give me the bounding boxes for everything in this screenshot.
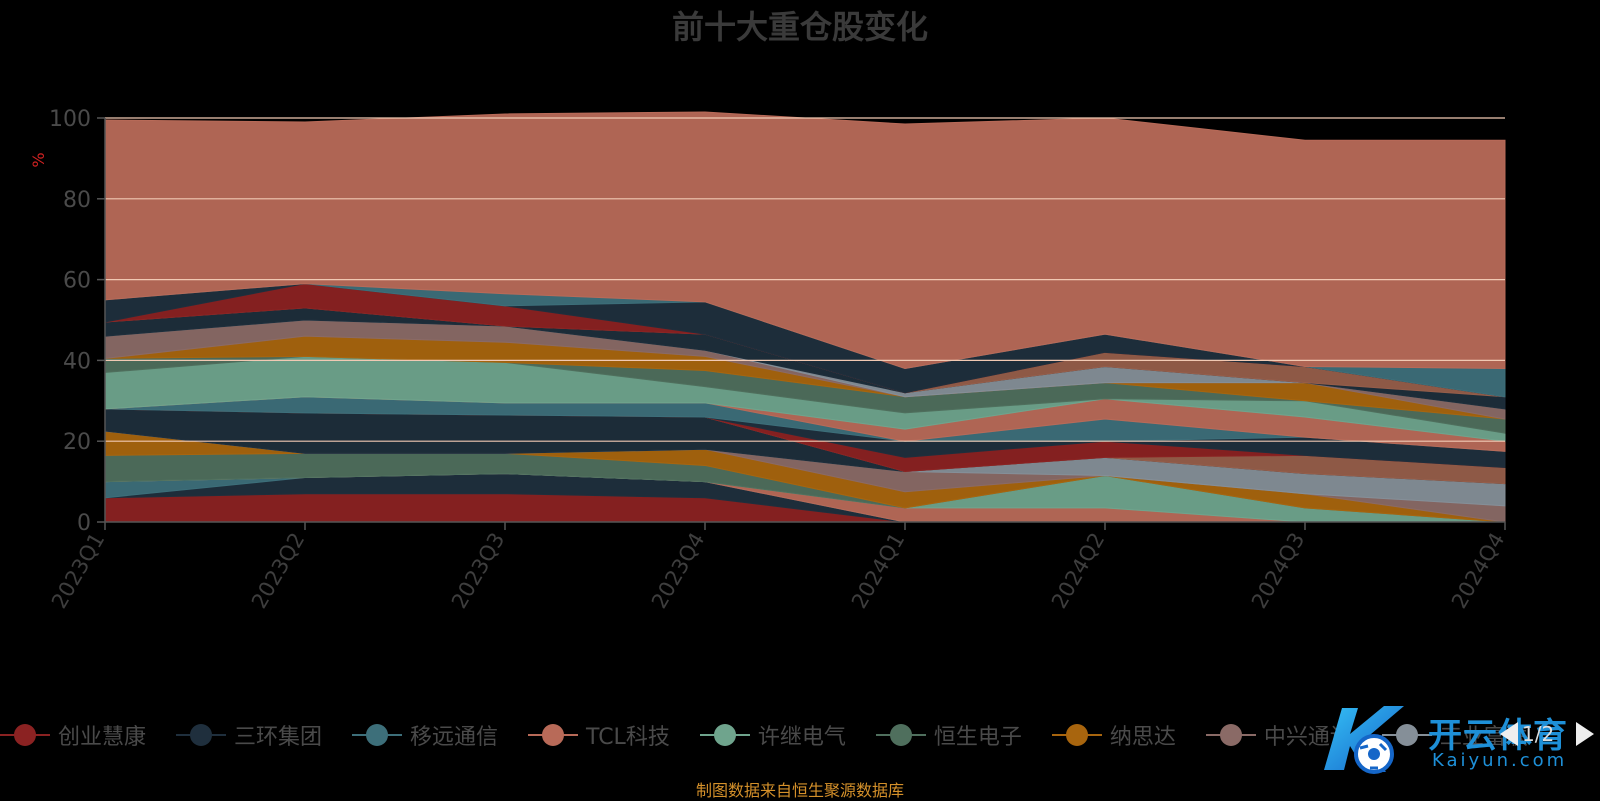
legend-marker-icon bbox=[1051, 723, 1102, 747]
watermark-subtext: Kaiyun.com bbox=[1432, 750, 1568, 771]
kaiyun-logo-icon bbox=[1324, 706, 1404, 774]
legend-item[interactable]: 创业慧康 bbox=[0, 719, 146, 751]
legend-label: 纳思达 bbox=[1109, 725, 1176, 750]
legend-label: 移远通信 bbox=[410, 725, 499, 750]
y-tick-label: 80 bbox=[63, 188, 91, 213]
legend-page-indicator: 1/2 bbox=[1522, 722, 1555, 746]
y-tick-label: 0 bbox=[77, 511, 91, 536]
legend-label: 许继电气 bbox=[757, 725, 846, 750]
legend-label: TCL科技 bbox=[586, 725, 670, 750]
legend-marker-icon bbox=[352, 723, 403, 747]
y-tick-label: 60 bbox=[63, 269, 91, 294]
legend-label: 创业慧康 bbox=[58, 725, 147, 750]
x-tick-label: 2023Q3 bbox=[447, 529, 509, 613]
x-tick-label: 2024Q4 bbox=[1447, 529, 1509, 613]
area-layers bbox=[104, 111, 1506, 523]
legend-prev-page-icon[interactable] bbox=[1500, 722, 1518, 746]
legend-next-page-icon[interactable] bbox=[1576, 722, 1594, 746]
legend-marker-icon bbox=[0, 723, 50, 747]
x-tick-label: 2024Q1 bbox=[847, 529, 909, 613]
legend-marker-icon bbox=[1205, 723, 1256, 747]
y-axis-label: % bbox=[29, 152, 48, 167]
watermark-text: 开云体育 bbox=[1428, 716, 1568, 756]
legend-item[interactable]: 三环集团 bbox=[176, 719, 322, 751]
y-tick-label: 100 bbox=[49, 107, 91, 132]
legend: 创业慧康 三环集团 移远通信 TCL科技 许继电气 恒生电子 纳思达 中兴通讯 工业富联 bbox=[0, 718, 1558, 752]
x-tick-label: 2023Q2 bbox=[247, 529, 309, 613]
y-tick-label: 40 bbox=[63, 349, 91, 374]
x-tick-label: 2023Q4 bbox=[647, 529, 709, 613]
grid-lines bbox=[105, 117, 1505, 442]
x-tick-label: 2023Q1 bbox=[47, 529, 109, 613]
legend-marker-icon bbox=[699, 723, 750, 747]
x-tick-label: 2024Q3 bbox=[1247, 529, 1309, 613]
legend-marker-icon bbox=[875, 723, 926, 747]
watermark: 开云体育 Kaiyun.com bbox=[1310, 700, 1600, 780]
legend-marker-icon bbox=[176, 723, 227, 747]
legend-item[interactable]: 许继电气 bbox=[699, 719, 846, 751]
legend-item[interactable]: TCL科技 bbox=[528, 719, 670, 751]
source-note: 制图数据来自恒生聚源数据库 bbox=[695, 781, 904, 800]
legend-label: 三环集团 bbox=[234, 725, 323, 750]
x-tick-label: 2024Q2 bbox=[1047, 529, 1109, 613]
legend-item[interactable]: 移远通信 bbox=[352, 719, 498, 751]
legend-marker-icon bbox=[1381, 723, 1432, 747]
legend-item[interactable]: 纳思达 bbox=[1051, 719, 1176, 751]
legend-marker-icon bbox=[528, 723, 579, 747]
y-tick-label: 20 bbox=[63, 430, 91, 455]
legend-item[interactable]: 恒生电子 bbox=[875, 719, 1022, 751]
area-series-26[interactable] bbox=[104, 111, 1506, 369]
chart-title: 前十大重仓股变化 bbox=[671, 8, 928, 46]
legend-label: 恒生电子 bbox=[933, 725, 1022, 750]
